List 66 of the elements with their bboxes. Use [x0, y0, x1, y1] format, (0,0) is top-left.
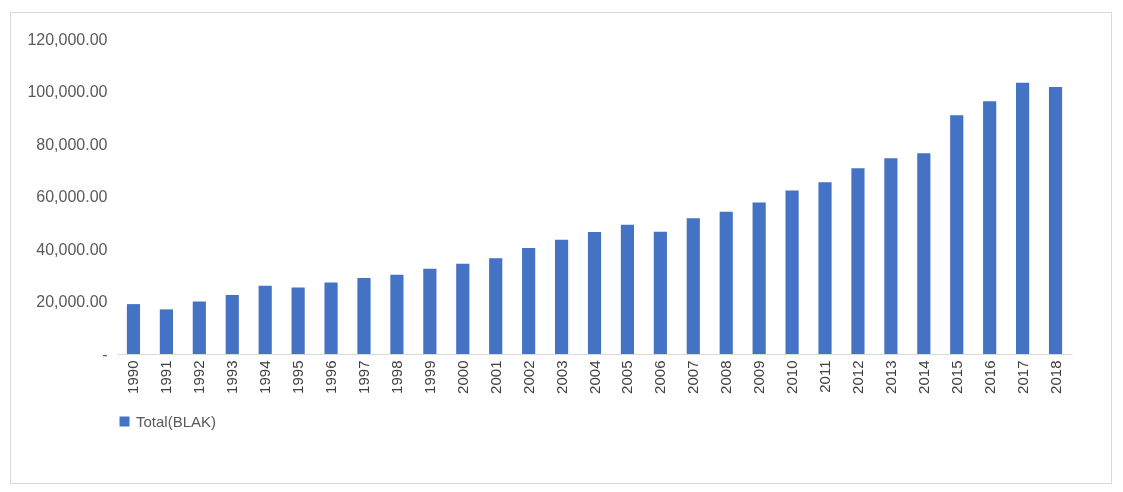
legend-label: Total(BLAK): [136, 412, 217, 430]
bar: [357, 277, 371, 354]
bar: [719, 211, 733, 354]
x-tick-label: 1995: [289, 360, 307, 394]
x-tick-label: 1990: [124, 360, 142, 394]
x-tick-label: 1991: [157, 360, 175, 394]
bar: [390, 274, 404, 354]
bar: [126, 304, 141, 354]
bar: [587, 231, 602, 354]
x-tick-label: 1993: [223, 360, 241, 394]
x-tick-label: 2002: [519, 360, 537, 394]
y-tick-label: 40,000.00: [36, 240, 108, 258]
x-tick-label: 2001: [486, 360, 504, 394]
bar: [1048, 87, 1063, 354]
bar: [192, 301, 206, 354]
x-tick-label: 2008: [717, 360, 735, 394]
bar: [456, 263, 470, 354]
bar: [554, 239, 569, 354]
x-tick-label: 1992: [190, 360, 208, 394]
bar: [291, 287, 305, 354]
bar: [917, 153, 931, 354]
x-tick-label: 2012: [848, 360, 866, 394]
bar: [752, 202, 766, 354]
x-tick-label: 2018: [1046, 360, 1064, 394]
bar: [851, 168, 865, 354]
x-tick-label: 2007: [684, 360, 702, 394]
x-tick-label: 2009: [750, 360, 768, 394]
x-tick-label: 1994: [256, 360, 274, 394]
bar: [159, 309, 173, 354]
bar: [983, 101, 997, 354]
x-tick-label: 2004: [585, 360, 603, 394]
bar: [686, 218, 700, 354]
bar: [884, 158, 898, 354]
bar: [620, 224, 635, 354]
x-tick-label: 2013: [881, 360, 899, 394]
bar: [950, 115, 964, 354]
bar: [258, 285, 272, 354]
x-tick-label: 1996: [322, 360, 340, 394]
x-tick-label: 2017: [1013, 360, 1031, 394]
y-tick-label: 100,000.00: [27, 83, 108, 100]
x-tick-label: 2005: [618, 360, 636, 394]
bar: [818, 182, 832, 354]
y-tick-label: 60,000.00: [36, 188, 108, 205]
y-tick-label: 20,000.00: [36, 293, 108, 310]
x-tick-label: 2015: [947, 360, 965, 394]
y-tick-label: 80,000.00: [36, 135, 108, 153]
x-tick-label: 2014: [914, 360, 932, 394]
x-tick-label: 2016: [980, 360, 998, 394]
x-tick-label: 1999: [420, 360, 438, 394]
bar: [423, 268, 437, 354]
bar: [324, 282, 338, 354]
bar: [522, 247, 536, 354]
bar: [1016, 82, 1030, 354]
x-tick-label: 2003: [552, 360, 570, 394]
bar: [653, 231, 667, 354]
x-tick-label: 1998: [387, 360, 405, 394]
x-tick-label: 2000: [453, 360, 471, 394]
y-tick-label: -: [102, 345, 108, 363]
y-tick-label: 120,000.00: [27, 30, 108, 48]
x-tick-label: 2006: [651, 360, 669, 394]
bar: [225, 294, 239, 354]
x-tick-label: 2010: [783, 360, 801, 394]
x-tick-label: 1997: [354, 360, 372, 394]
x-tick-label: 2011: [816, 360, 834, 393]
bar: [489, 258, 503, 354]
bar: [785, 190, 799, 354]
